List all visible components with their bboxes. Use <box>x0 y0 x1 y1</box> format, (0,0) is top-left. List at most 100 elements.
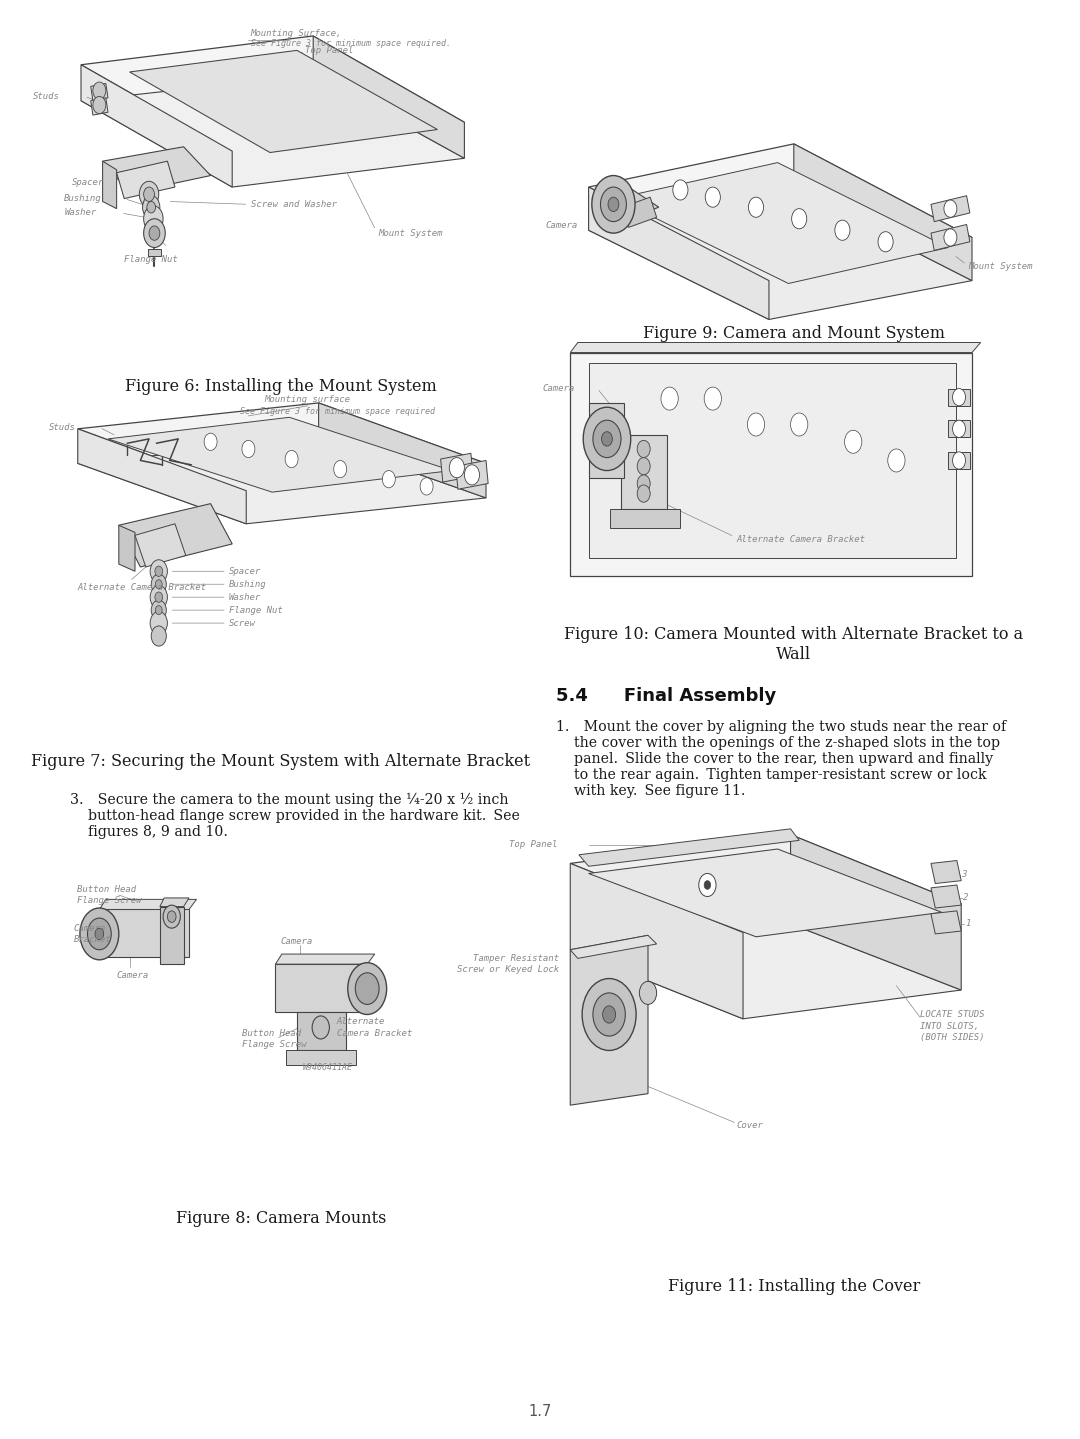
Polygon shape <box>931 885 961 908</box>
Circle shape <box>600 187 626 222</box>
Text: Screw and Washer: Screw and Washer <box>251 200 337 209</box>
Circle shape <box>348 963 387 1014</box>
Circle shape <box>845 430 862 453</box>
Polygon shape <box>119 525 135 571</box>
Circle shape <box>639 981 657 1004</box>
Circle shape <box>80 908 119 960</box>
Circle shape <box>93 82 106 99</box>
Polygon shape <box>81 65 232 187</box>
Text: Figure 11: Installing the Cover: Figure 11: Installing the Cover <box>667 1278 920 1295</box>
Polygon shape <box>616 163 948 283</box>
Text: Tamper Resistant: Tamper Resistant <box>473 954 559 963</box>
Circle shape <box>583 407 631 471</box>
Circle shape <box>593 993 625 1036</box>
Polygon shape <box>948 420 970 437</box>
Text: 1. Mount the cover by aligning the two studs near the rear of
    the cover with: 1. Mount the cover by aligning the two s… <box>556 720 1007 799</box>
Text: 3. Secure the camera to the mount using the ¼-20 x ½ inch
    button-head flange: 3. Secure the camera to the mount using … <box>70 793 521 839</box>
Circle shape <box>602 432 612 446</box>
Circle shape <box>637 440 650 458</box>
Circle shape <box>147 201 156 213</box>
Text: Spacer: Spacer <box>229 567 261 576</box>
Polygon shape <box>589 190 972 319</box>
Circle shape <box>592 176 635 233</box>
Circle shape <box>312 1016 329 1039</box>
Polygon shape <box>91 98 108 115</box>
Polygon shape <box>160 898 189 907</box>
Text: Studs: Studs <box>49 423 76 432</box>
Polygon shape <box>108 417 451 492</box>
Text: Button Head: Button Head <box>242 1029 301 1038</box>
Polygon shape <box>103 147 211 193</box>
Text: Figure 6: Installing the Mount System: Figure 6: Installing the Mount System <box>125 378 436 394</box>
Text: Figure 7: Securing the Mount System with Alternate Bracket: Figure 7: Securing the Mount System with… <box>31 754 530 770</box>
Text: INTO SLOTS,: INTO SLOTS, <box>920 1022 980 1030</box>
Text: Alternate Camera Bracket: Alternate Camera Bracket <box>78 583 206 591</box>
Text: Camera: Camera <box>117 971 149 980</box>
Text: 2: 2 <box>963 894 969 902</box>
Circle shape <box>603 1006 616 1023</box>
Circle shape <box>449 458 464 478</box>
Circle shape <box>144 219 165 248</box>
Circle shape <box>661 387 678 410</box>
Circle shape <box>637 475 650 492</box>
Polygon shape <box>297 1012 346 1050</box>
Polygon shape <box>570 924 961 1019</box>
Circle shape <box>150 612 167 635</box>
Polygon shape <box>589 403 624 478</box>
Polygon shape <box>135 524 186 567</box>
Circle shape <box>747 413 765 436</box>
Text: Washer: Washer <box>229 593 261 602</box>
Polygon shape <box>99 909 189 957</box>
Circle shape <box>144 187 154 201</box>
Circle shape <box>285 450 298 468</box>
Circle shape <box>167 911 176 922</box>
Circle shape <box>593 420 621 458</box>
Polygon shape <box>81 75 464 187</box>
Circle shape <box>673 180 688 200</box>
Polygon shape <box>791 835 961 990</box>
Polygon shape <box>622 197 657 227</box>
Circle shape <box>704 387 721 410</box>
Text: Bracket: Bracket <box>73 935 111 944</box>
Circle shape <box>139 181 159 207</box>
Text: Spacer: Spacer <box>71 178 104 187</box>
Circle shape <box>944 200 957 217</box>
Circle shape <box>791 413 808 436</box>
Circle shape <box>888 449 905 472</box>
Circle shape <box>944 229 957 246</box>
Text: Screw or Keyed Lock: Screw or Keyed Lock <box>457 966 559 974</box>
Polygon shape <box>610 509 680 528</box>
Text: Figure 8: Camera Mounts: Figure 8: Camera Mounts <box>176 1210 386 1226</box>
Polygon shape <box>570 863 743 1019</box>
Text: Top Panel: Top Panel <box>509 840 557 849</box>
Circle shape <box>204 433 217 450</box>
Text: Camera: Camera <box>542 384 575 393</box>
Polygon shape <box>119 504 232 567</box>
Circle shape <box>382 471 395 488</box>
Polygon shape <box>99 899 197 909</box>
Circle shape <box>163 905 180 928</box>
Polygon shape <box>441 453 473 482</box>
Text: Mounting Surface,: Mounting Surface, <box>251 29 342 37</box>
Circle shape <box>878 232 893 252</box>
Polygon shape <box>275 964 367 1012</box>
Circle shape <box>835 220 850 240</box>
Circle shape <box>953 452 966 469</box>
Text: Alternate: Alternate <box>337 1017 386 1026</box>
Text: Washer: Washer <box>65 209 97 217</box>
Circle shape <box>953 420 966 437</box>
Polygon shape <box>931 224 970 250</box>
Text: Mount System: Mount System <box>969 262 1034 271</box>
Text: Flange Screw: Flange Screw <box>242 1040 307 1049</box>
Circle shape <box>705 187 720 207</box>
Circle shape <box>637 458 650 475</box>
Text: See Figure 3 for minimum space required.: See Figure 3 for minimum space required. <box>251 39 450 47</box>
Text: Flange Nut: Flange Nut <box>124 255 178 263</box>
Text: 3: 3 <box>961 871 967 879</box>
Text: 5.4  Final Assembly: 5.4 Final Assembly <box>556 686 777 705</box>
Text: Studs: Studs <box>32 92 59 101</box>
Circle shape <box>95 928 104 940</box>
Text: W9406411AE: W9406411AE <box>302 1063 352 1072</box>
Text: Top Panel: Top Panel <box>305 46 353 55</box>
Circle shape <box>154 566 163 577</box>
